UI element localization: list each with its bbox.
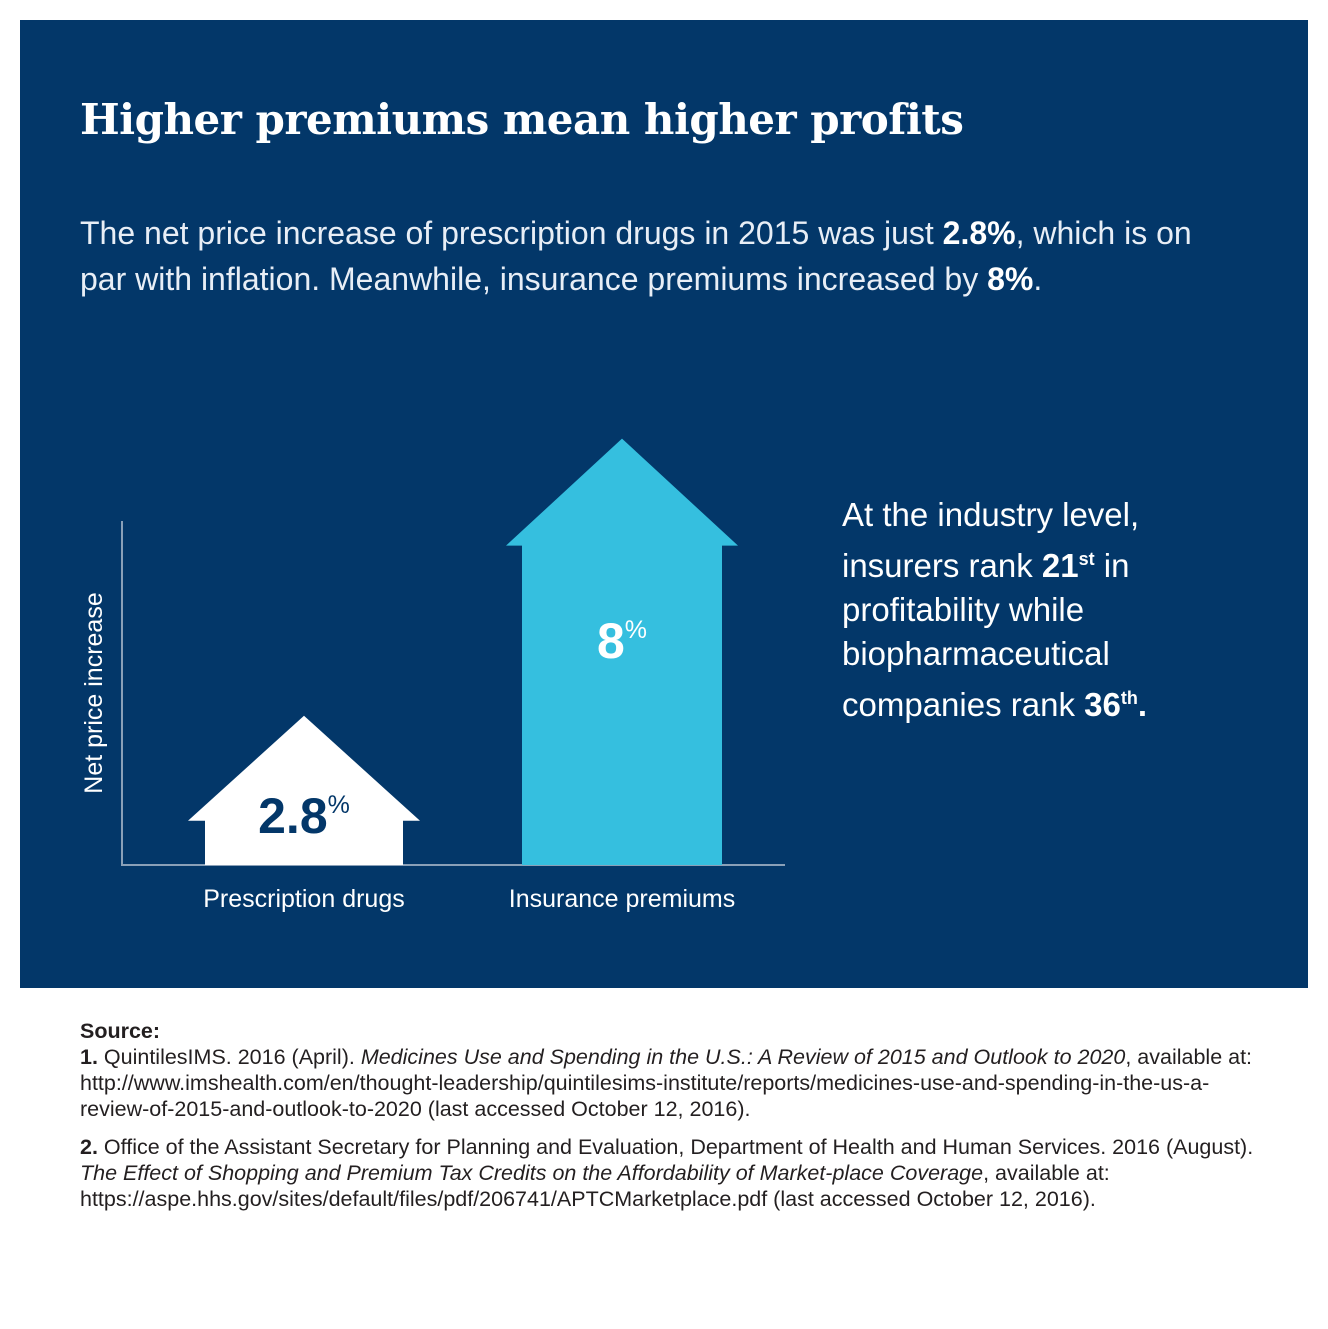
data-label-number-prescription-drugs: 2.8 <box>258 788 328 844</box>
x-tick-label-prescription-drugs: Prescription drugs <box>203 885 404 913</box>
side-note-part1: At the industry level, insurers rank <box>842 496 1140 584</box>
industry-rank-note: At the industry level, insurers rank 21s… <box>842 493 1202 727</box>
data-label-prescription-drugs: 2.8% <box>258 788 350 844</box>
price-increase-chart: Net price increase 2.8% Prescription drug… <box>80 438 785 913</box>
ref1-title: Medicines Use and Spending in the U.S.: … <box>360 1045 1126 1069</box>
insurers-rank: 21st <box>1042 547 1095 584</box>
x-tick-label-insurance-premiums: Insurance premiums <box>509 885 735 913</box>
bar-insurance-premiums <box>506 438 738 865</box>
ref1-text-a: QuintilesIMS. 2016 (April). <box>97 1045 361 1069</box>
sources-heading: Source: <box>80 1019 161 1043</box>
ref2-text-b: , available at: https://aspe.hhs.gov/sit… <box>80 1161 1110 1211</box>
intro-drugs-value: 2.8% <box>942 215 1016 251</box>
chart-bars: 2.8% Prescription drugs 8% Insurance premiu… <box>188 438 738 913</box>
page-title: Higher premiums mean higher profits <box>80 95 964 144</box>
pharma-rank-suffix: th <box>1120 688 1138 708</box>
insurers-rank-number: 21 <box>1041 547 1079 584</box>
ref2-title: The Effect of Shopping and Premium Tax C… <box>80 1161 984 1185</box>
intro-text-part2: , which is on par with inflation. Meanwh… <box>80 215 1192 297</box>
intro-text-part3: . <box>1033 261 1043 297</box>
data-label-number-insurance-premiums: 8 <box>597 613 625 669</box>
intro-text-part1: The net price increase of prescription d… <box>80 215 943 251</box>
ref1-number: 1. <box>80 1045 98 1069</box>
y-axis-label: Net price increase <box>80 592 108 793</box>
pharma-rank-period: . <box>1137 686 1148 723</box>
ref2-number: 2. <box>80 1135 98 1159</box>
pharma-rank-number: 36 <box>1084 686 1121 723</box>
ref1-text-b: , available at: http://www.imshealth.com… <box>80 1045 1253 1121</box>
bar-prescription-drugs <box>188 715 420 865</box>
intro-text: The net price increase of prescription d… <box>80 210 1200 302</box>
ref2-text-a: Office of the Assistant Secretary for Pl… <box>97 1135 1254 1159</box>
data-label-insurance-premiums: 8% <box>597 613 647 669</box>
sources-section: Source: 1. QuintilesIMS. 2016 (April). M… <box>80 1018 1260 1212</box>
intro-premiums-value: 8% <box>987 261 1034 297</box>
source-reference-2: 2. Office of the Assistant Secretary for… <box>80 1134 1260 1212</box>
data-label-unit-insurance-premiums: % <box>625 616 647 644</box>
pharma-rank: 36th. <box>1084 686 1147 723</box>
insurers-rank-suffix: st <box>1078 549 1095 569</box>
side-note-part2: in profitability while biopharmaceutical… <box>842 547 1130 723</box>
source-reference-1: 1. QuintilesIMS. 2016 (April). Medicines… <box>80 1044 1260 1122</box>
data-label-unit-prescription-drugs: % <box>328 791 350 819</box>
